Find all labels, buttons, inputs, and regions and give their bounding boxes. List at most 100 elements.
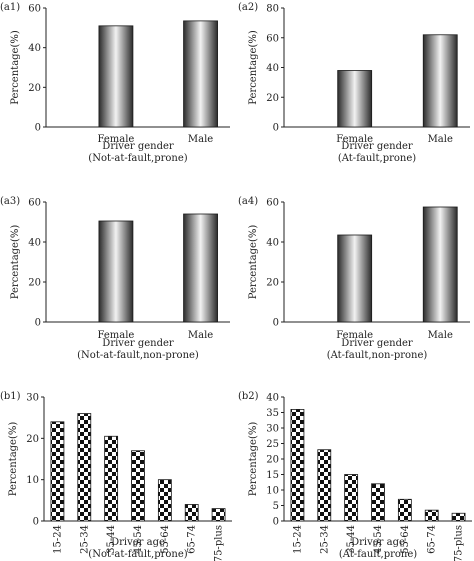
y-tick-label: 30 [266, 424, 279, 435]
x-tick-label: Male [188, 134, 213, 145]
x-axis-title: Driver gender [102, 338, 174, 349]
y-tick-label: 15 [266, 470, 279, 481]
y-tick-label: 60 [266, 33, 279, 44]
x-axis-subtitle: (At-fault,prone) [338, 153, 416, 164]
x-tick-label: 55-64 [400, 525, 411, 554]
y-axis-title: Percentage(%) [248, 422, 259, 497]
x-axis-title: Driver age [351, 537, 405, 548]
x-tick-label: 45-54 [133, 525, 144, 554]
x-axis-title: Driver gender [341, 141, 413, 152]
bar-15-24 [290, 408, 305, 522]
x-tick-label: 15-24 [292, 525, 303, 554]
panel-label: (a4) [238, 196, 258, 207]
y-tick-label: 80 [266, 4, 279, 15]
y-axis-title: Percentage(%) [248, 30, 259, 105]
x-axis-title: Driver gender [102, 141, 174, 152]
y-tick-label: 40 [266, 393, 279, 404]
y-tick-label: 20 [266, 278, 279, 289]
x-axis-title: Driver age [111, 537, 165, 548]
x-tick-label: 35-44 [346, 525, 357, 554]
bar-75-plus [451, 512, 466, 522]
x-tick-label: 25-34 [319, 525, 330, 554]
bar-75-plus [211, 508, 226, 522]
panel-label: (b1) [0, 391, 21, 402]
y-tick-label: 0 [273, 318, 279, 329]
bar-female [98, 220, 134, 323]
bar-35-44 [344, 474, 359, 522]
x-axis-subtitle: (Not-at-fault,non-prone) [77, 350, 199, 361]
x-tick-label: Male [428, 134, 453, 145]
x-axis-title: Driver gender [341, 338, 413, 349]
y-tick-label: 60 [28, 198, 41, 209]
y-tick-label: 0 [273, 123, 279, 134]
x-tick-label: 15-24 [52, 525, 63, 554]
y-tick-label: 40 [28, 43, 41, 54]
bar-female [337, 234, 373, 323]
y-tick-label: 5 [273, 501, 279, 512]
y-tick-label: 0 [273, 517, 279, 528]
y-tick-label: 20 [266, 455, 279, 466]
bar-15-24 [50, 421, 65, 522]
x-tick-label: 45-54 [373, 525, 384, 554]
bar-45-54 [131, 450, 145, 522]
y-axis-title: Percentage(%) [8, 422, 19, 497]
y-tick-label: 10 [266, 486, 279, 497]
y-tick-label: 0 [35, 123, 41, 134]
y-tick-label: 0 [35, 318, 41, 329]
bar-male [183, 213, 218, 323]
x-tick-label: Female [336, 134, 373, 145]
y-tick-label: 60 [28, 4, 41, 15]
bar-25-34 [77, 413, 92, 522]
x-tick-label: Female [97, 330, 134, 341]
y-tick-label: 40 [266, 63, 279, 74]
y-tick-label: 20 [26, 434, 39, 445]
y-axis-title: Percentage(%) [10, 30, 21, 105]
bar-male [422, 206, 458, 323]
x-tick-label: Female [336, 330, 373, 341]
bar-55-64 [157, 479, 172, 522]
y-tick-label: 35 [266, 408, 279, 419]
x-axis-subtitle: (Not-at-fault,prone) [88, 549, 187, 560]
bar-65-74 [424, 509, 439, 522]
y-tick-label: 20 [28, 83, 41, 94]
x-axis-subtitle: (At-fault,non-prone) [327, 350, 428, 361]
bar-65-74 [184, 504, 199, 522]
y-tick-label: 20 [28, 278, 41, 289]
chart-panel-b1: (b1) 0 10 20 30 Percentage(%) 15-24 25-34 35-44 4… [0, 391, 232, 561]
y-tick-label: 0 [33, 517, 39, 528]
x-tick-label: 55-64 [160, 525, 171, 554]
x-tick-label: 65-74 [427, 525, 438, 554]
x-axis-subtitle: (Not-at-fault,prone) [88, 153, 187, 164]
bar-55-64 [397, 498, 412, 522]
bar-35-44 [104, 435, 119, 522]
y-tick-label: 40 [28, 238, 41, 249]
y-tick-label: 40 [266, 238, 279, 249]
panel-label: (b2) [238, 391, 259, 402]
chart-panel-a4: (a4) 0 20 40 60 Percentage(%) Female Male Driver… [238, 196, 470, 361]
panel-label: (a3) [0, 196, 20, 207]
bar-female [337, 70, 373, 128]
x-tick-label: 25-34 [79, 525, 90, 554]
x-tick-label: 75-plus [454, 525, 465, 561]
x-axis-subtitle: (At-fault,prone) [339, 549, 417, 560]
panel-label: (a1) [0, 2, 20, 13]
bar-male [422, 34, 458, 128]
bar-male [183, 20, 218, 128]
y-tick-label: 20 [266, 93, 279, 104]
x-tick-label: Female [97, 134, 134, 145]
bar-female [98, 25, 134, 128]
chart-panel-a1: (a1) 0 20 40 60 Percentage(%) Female Male Driver… [0, 2, 230, 164]
chart-panel-a3: (a3) 0 20 40 60 Percentage(%) Female Male Driver… [0, 196, 230, 361]
bar-45-54 [371, 483, 385, 522]
y-tick-label: 25 [266, 439, 279, 450]
panel-label: (a2) [238, 2, 258, 13]
x-tick-label: 75-plus [214, 525, 225, 561]
y-axis-title: Percentage(%) [10, 225, 21, 300]
x-tick-label: Male [428, 330, 453, 341]
x-tick-label: Male [188, 330, 213, 341]
y-tick-label: 10 [26, 475, 39, 486]
chart-panel-b2: (b2) 0 5 10 15 20 25 30 35 40 Percentage(%) 15-24 25… [238, 391, 472, 561]
x-tick-label: 65-74 [187, 525, 198, 554]
y-tick-label: 30 [26, 393, 39, 404]
bar-25-34 [317, 449, 332, 522]
